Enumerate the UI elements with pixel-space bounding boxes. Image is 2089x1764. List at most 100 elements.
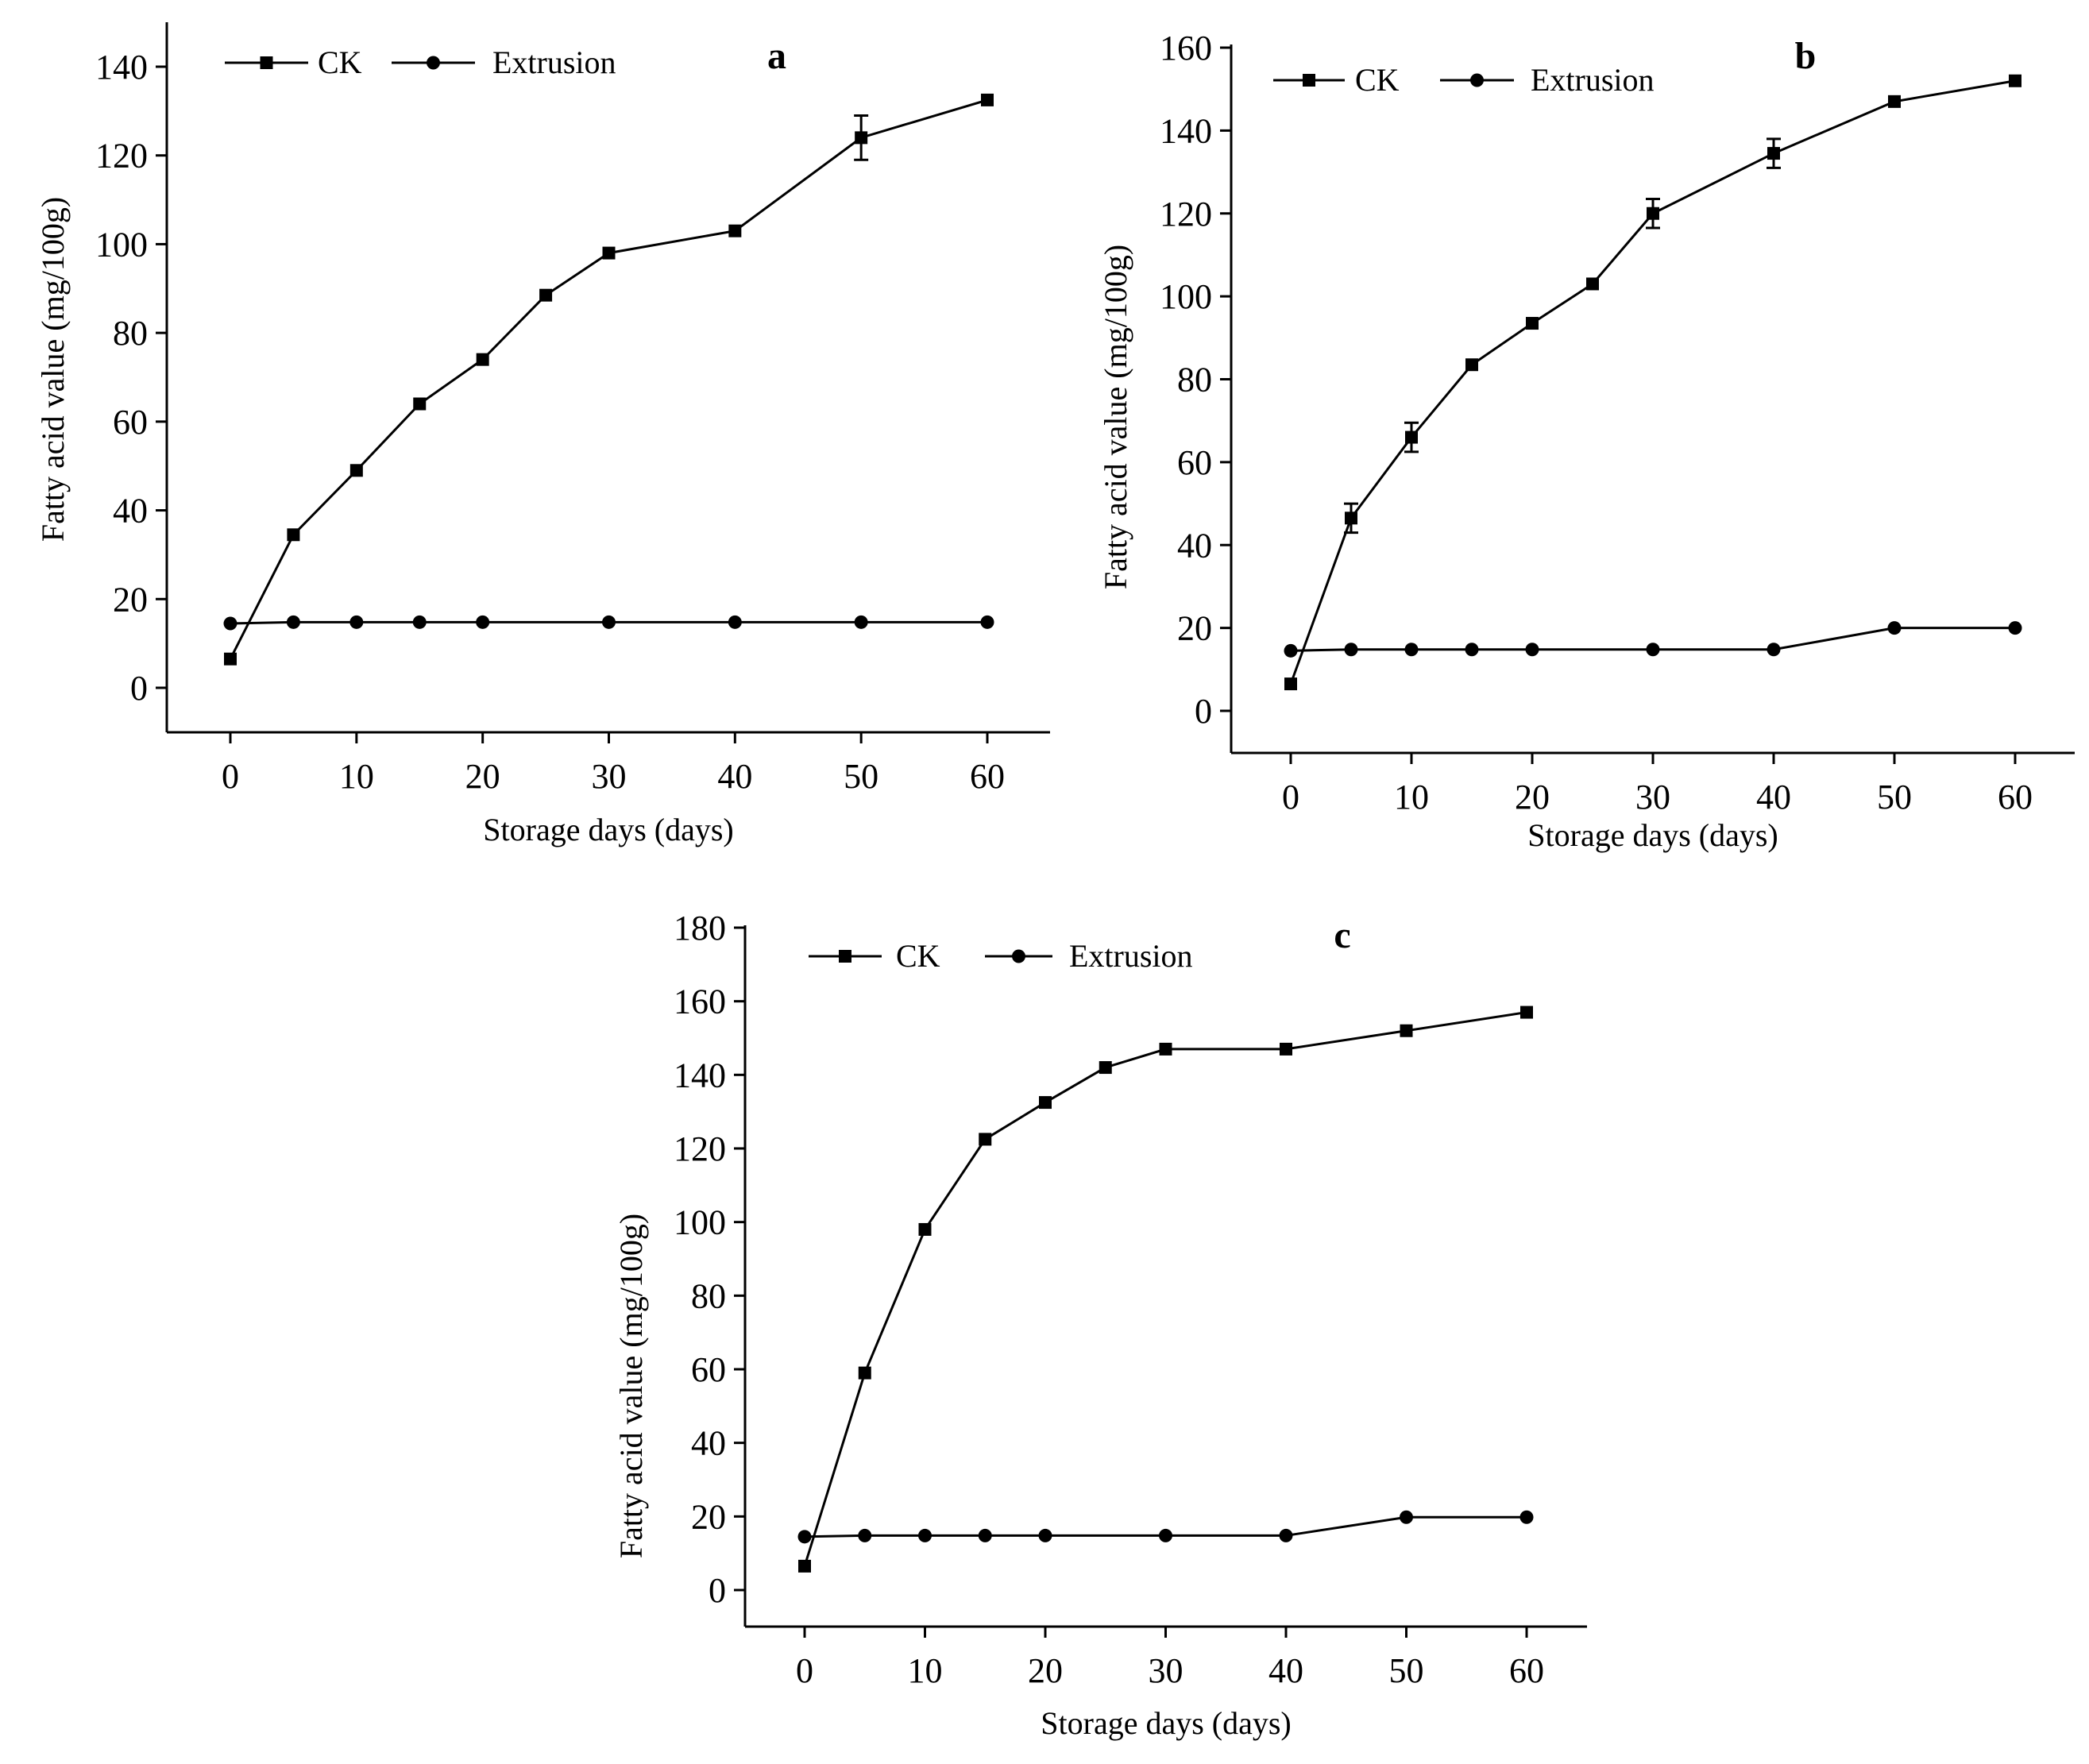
x-tick-label: 50 (844, 757, 878, 796)
y-tick-label: 40 (113, 492, 148, 531)
y-tick-label: 40 (691, 1424, 726, 1463)
ck-series-point (287, 528, 300, 542)
x-tick-label: 40 (1756, 778, 1791, 816)
legend-ck-label: CK (1355, 62, 1400, 98)
ck-series-point (1647, 207, 1659, 220)
ck-series-point (798, 1559, 811, 1573)
x-tick-label: 30 (1149, 1651, 1184, 1690)
y-tick-label: 20 (113, 580, 148, 619)
ck-series-point (224, 652, 237, 666)
ck-series-point (1405, 430, 1418, 444)
y-tick-label: 100 (674, 1203, 726, 1242)
x-tick-label: 0 (222, 757, 239, 796)
x-tick-label: 0 (796, 1651, 813, 1690)
ck-series-point (1520, 1006, 1533, 1019)
y-tick-label: 180 (674, 909, 726, 948)
y-tick-label: 0 (130, 669, 148, 708)
x-axis-title: Storage days (days) (1041, 1705, 1291, 1741)
ck-series-point (1099, 1061, 1112, 1075)
y-tick-label: 0 (709, 1571, 726, 1610)
extrusion-series-point (1279, 1528, 1293, 1542)
legend-extrusion-label: Extrusion (1069, 938, 1193, 974)
x-tick-label: 10 (1394, 778, 1429, 816)
x-axis-title: Storage days (days) (483, 812, 733, 847)
ck-series-point (1767, 147, 1780, 160)
ck-series-point (349, 464, 363, 477)
ck-series-point (539, 288, 553, 302)
extrusion-series-point (223, 616, 237, 631)
y-tick-label: 160 (1160, 29, 1212, 68)
y-tick-label: 80 (1177, 361, 1212, 400)
extrusion-series-point (1404, 643, 1419, 657)
extrusion-series-point (1284, 643, 1298, 658)
extrusion-series-point (858, 1528, 872, 1542)
legend-extrusion-marker (427, 56, 440, 70)
legend-ck-marker (1303, 74, 1315, 87)
x-tick-label: 60 (1509, 1651, 1544, 1690)
chart-panel-c: 0 20 40 60 80 100 120 140 160 180 0 10 20 30 40 50 60 Sto… (613, 909, 1587, 1741)
x-tick-label: 30 (1635, 778, 1670, 816)
x-tick-label: 20 (1028, 1651, 1063, 1690)
extrusion-series-point (412, 615, 427, 629)
extrusion-series-point (1887, 621, 1902, 635)
ck-series-point (1039, 1096, 1052, 1110)
y-tick-label: 140 (95, 48, 148, 87)
extrusion-series-point (2008, 621, 2022, 635)
ck-series-point (728, 224, 742, 237)
extrusion-series-point (349, 615, 364, 629)
y-tick-label: 60 (113, 403, 148, 442)
panel-label: c (1334, 914, 1350, 956)
y-tick-label: 20 (1177, 609, 1212, 648)
x-tick-label: 10 (908, 1651, 943, 1690)
y-axis-title: Fatty acid value (mg/100g) (613, 1214, 649, 1558)
extrusion-series-point (980, 615, 994, 629)
extrusion-series-point (1525, 643, 1539, 657)
extrusion-series-point (978, 1528, 992, 1542)
ck-series-line (803, 1011, 1527, 1567)
ck-series-point (858, 1366, 871, 1380)
y-tick-label: 100 (1160, 277, 1212, 316)
ck-series-point (1345, 511, 1357, 525)
legend-ck-label: CK (318, 44, 362, 80)
legend-extrusion-label: Extrusion (492, 44, 616, 80)
extrusion-series-point (854, 615, 868, 629)
chart-panel-b: 0 20 40 60 80 100 120 140 160 0 10 20 30 40 50 60 Storag… (1098, 29, 2075, 853)
ck-series-point (918, 1222, 932, 1236)
x-tick-label: 20 (1515, 778, 1550, 816)
extrusion-series-point (797, 1530, 812, 1544)
extrusion-series-point (1646, 643, 1660, 657)
legend-ck-marker (839, 950, 851, 963)
y-tick-label: 120 (1160, 195, 1212, 234)
ck-series-point (1526, 317, 1539, 330)
ck-series-point (1888, 95, 1901, 108)
y-tick-label: 60 (691, 1350, 726, 1389)
ck-series-point (979, 1133, 992, 1146)
extrusion-series-point (1159, 1528, 1172, 1542)
y-axis-title: Fatty acid value (mg/100g) (35, 197, 71, 542)
y-tick-label: 140 (674, 1056, 726, 1094)
extrusion-series-point (286, 615, 300, 629)
ck-series-point (413, 397, 427, 411)
extrusion-series-point (728, 615, 742, 629)
y-tick-label: 80 (113, 314, 148, 353)
ck-series-point (1280, 1042, 1292, 1056)
y-tick-label: 100 (95, 225, 148, 264)
legend-extrusion-marker (1012, 949, 1025, 963)
ck-series-point (602, 246, 616, 260)
panel-label: b (1795, 35, 1817, 77)
y-tick-label: 80 (691, 1276, 726, 1315)
x-tick-label: 50 (1389, 1651, 1424, 1690)
ck-series-point (981, 93, 994, 106)
extrusion-series-point (1767, 643, 1781, 657)
x-tick-label: 60 (970, 757, 1005, 796)
legend-ck-label: CK (896, 938, 940, 974)
extrusion-series-point (1465, 643, 1479, 657)
legend-ck-marker (260, 56, 273, 69)
legend-extrusion-label: Extrusion (1531, 62, 1655, 98)
extrusion-series-point (1519, 1510, 1534, 1524)
ck-series-point (1465, 358, 1478, 372)
ck-series-point (855, 131, 868, 145)
panel-label: a (767, 35, 786, 77)
y-tick-label: 140 (1160, 111, 1212, 150)
